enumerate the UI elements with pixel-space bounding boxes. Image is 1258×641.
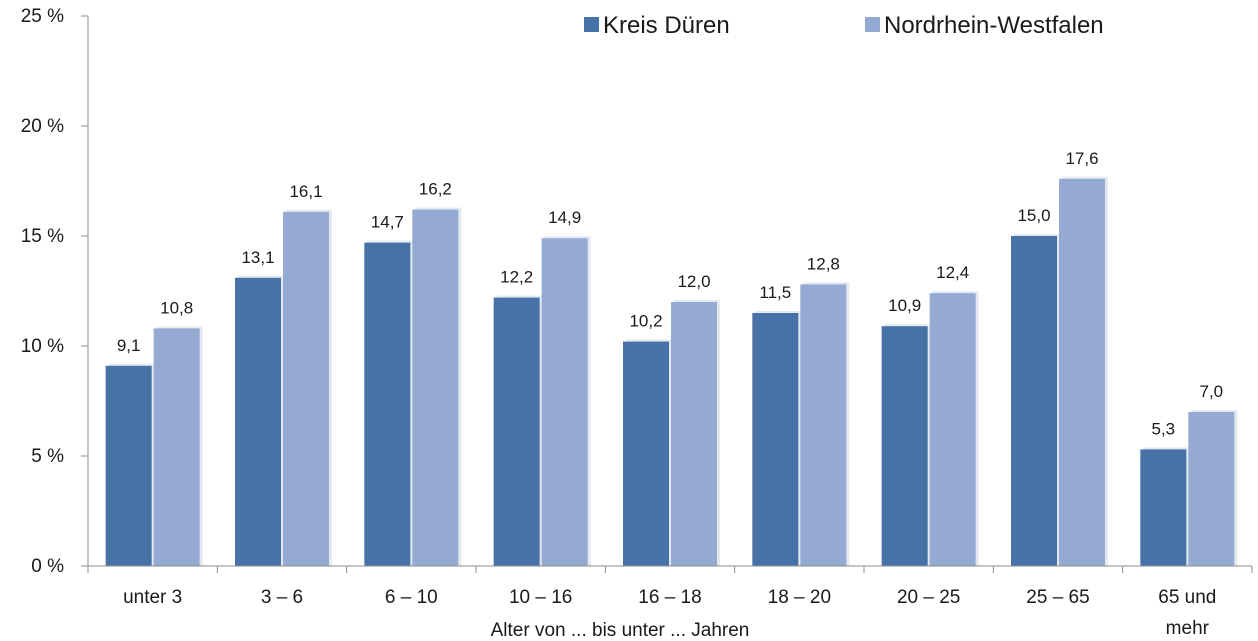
x-tick-label: 20 – 25 (897, 587, 960, 608)
y-tick-label: 15 % (21, 226, 64, 247)
legend-swatch (865, 17, 880, 32)
bar-value-label: 9,1 (117, 336, 141, 355)
x-tick-label: 18 – 20 (768, 587, 831, 608)
y-tick-label: 20 % (21, 116, 64, 137)
bars (105, 176, 1238, 567)
x-axis: unter 3 3 – 6 6 – 10 10 – 16 16 – 18 18 – 20 2… (87, 565, 1253, 639)
bar-value-label: 11,5 (759, 283, 791, 302)
bar-value-label: 10,9 (888, 296, 921, 315)
x-tick-label-line: 18 – 20 (768, 587, 831, 608)
bar (235, 277, 281, 566)
x-tick-label-line: unter 3 (123, 587, 182, 608)
bar-value-label: 5,3 (1152, 419, 1176, 438)
bar-value-label: 7,0 (1200, 382, 1224, 401)
bar (1011, 236, 1057, 566)
bar (881, 326, 928, 566)
legend-swatch (584, 17, 599, 32)
bar-value-label: 12,4 (936, 263, 969, 282)
x-tick-label: 10 – 16 (509, 587, 572, 608)
bar-value-label: 12,2 (500, 268, 533, 287)
x-tick-label: 65 und mehr (1158, 587, 1216, 639)
x-tick-label-line: 16 – 18 (638, 587, 701, 608)
data-labels: 9,1 13,1 14,7 12,2 10,2 11,5 10,9 15,0 5,3 10,8 16… (117, 149, 1223, 439)
x-tick-label-line: 3 – 6 (261, 587, 303, 608)
x-tick-label: 25 – 65 (1026, 587, 1089, 608)
y-tick-label: 5 % (31, 446, 64, 467)
bar (752, 313, 799, 566)
bar-value-label: 10,2 (629, 312, 662, 331)
bar (1059, 178, 1105, 567)
bar (364, 242, 411, 566)
bar-value-label: 12,8 (807, 254, 840, 273)
bar (493, 297, 540, 566)
bar (153, 328, 200, 566)
x-tick-label: 3 – 6 (261, 587, 303, 608)
y-tick-label: 25 % (21, 6, 64, 27)
bar (1140, 449, 1187, 566)
x-tick-label-line: 25 – 65 (1026, 587, 1089, 608)
x-tick-label-line: 20 – 25 (897, 587, 960, 608)
bar-value-label: 14,9 (548, 208, 581, 227)
x-tick-label: unter 3 (123, 587, 182, 608)
bar-value-label: 10,8 (160, 298, 193, 317)
bar-value-label: 16,1 (289, 182, 322, 201)
bar-value-label: 12,0 (677, 272, 710, 291)
x-tick-label-line: 65 und (1158, 587, 1216, 608)
legend: Kreis Düren Nordrhein-Westfalen (584, 12, 1104, 39)
x-tick-label-line: 6 – 10 (385, 587, 438, 608)
bar (929, 293, 976, 566)
legend-label: Kreis Düren (603, 12, 730, 39)
x-tick-label: 16 – 18 (638, 587, 701, 608)
bar (541, 238, 588, 566)
y-axis: 0 % 5 % 10 % 15 % 20 % 25 % (21, 6, 89, 577)
bar-value-label: 14,7 (371, 213, 404, 232)
bar-value-label: 13,1 (241, 248, 274, 267)
bar-value-label: 15,0 (1017, 206, 1050, 225)
bar (283, 211, 329, 567)
bar (1188, 412, 1235, 566)
bar-value-label: 17,6 (1065, 149, 1098, 168)
y-tick-label: 0 % (31, 556, 64, 577)
bar (105, 365, 152, 566)
y-tick-label: 10 % (21, 336, 64, 357)
bar-value-label: 16,2 (419, 180, 452, 199)
legend-label: Nordrhein-Westfalen (884, 12, 1104, 39)
bar (671, 302, 717, 566)
bar (800, 284, 847, 566)
x-tick-label-line: 10 – 16 (509, 587, 572, 608)
x-axis-title: Alter von ... bis unter ... Jahren (491, 620, 750, 641)
bar (412, 209, 459, 566)
x-tick-label-line: mehr (1166, 618, 1210, 639)
x-tick-label: 6 – 10 (385, 587, 438, 608)
bar (623, 341, 669, 566)
